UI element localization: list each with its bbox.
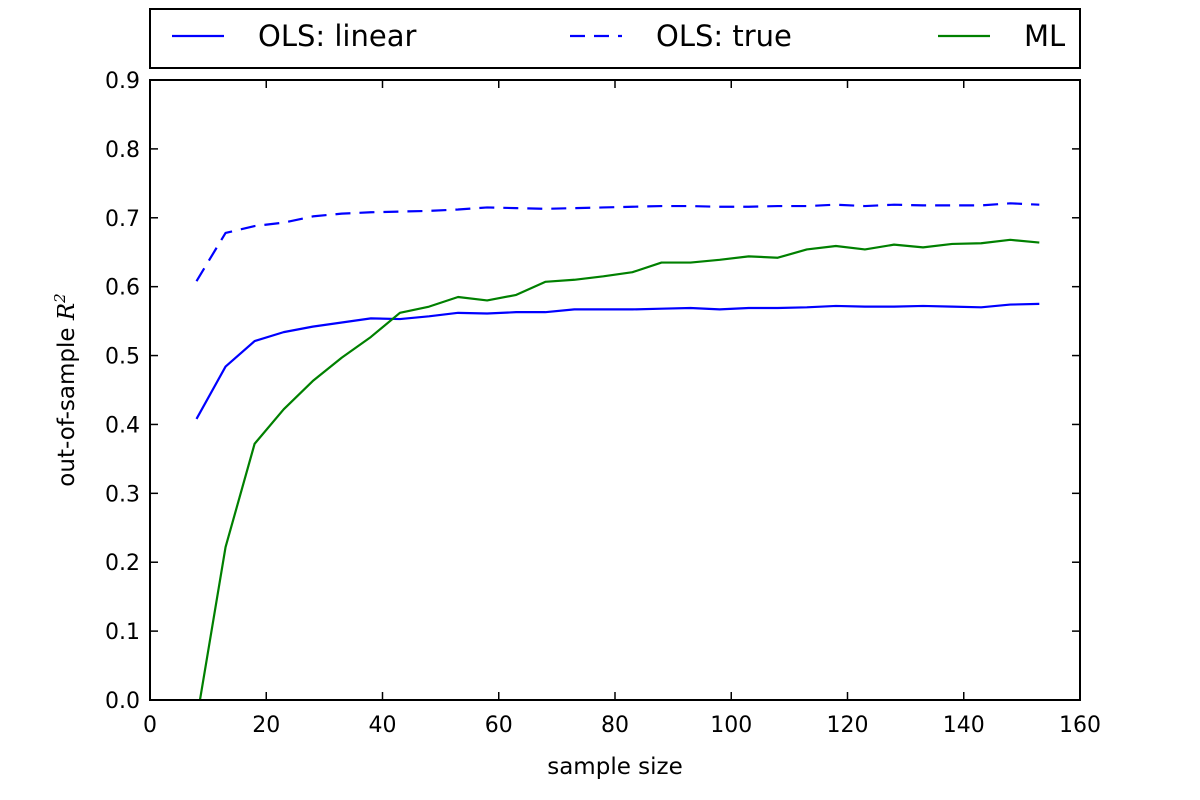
x-tick-label: 120 (827, 713, 869, 738)
x-tick-label: 100 (710, 713, 752, 738)
y-tick-label: 0.7 (105, 207, 140, 232)
x-tick-label: 60 (485, 713, 513, 738)
y-tick-label: 0.5 (105, 345, 140, 370)
series-line-ols-linear (195, 302, 1040, 420)
legend: OLS: linear OLS: true ML (149, 8, 1081, 69)
legend-label: OLS: linear (258, 19, 416, 53)
x-axis-label: sample size (547, 754, 683, 780)
legend-label: OLS: true (656, 19, 792, 53)
y-tick-label: 0.6 (105, 276, 140, 301)
y-axis-label-sup: 2 (51, 293, 69, 304)
y-tick-label: 0.8 (105, 138, 140, 163)
y-tick-label: 0.9 (105, 69, 140, 94)
x-tick-label: 40 (369, 713, 397, 738)
plot-frame (149, 79, 1081, 701)
y-axis-label: out-of-sample R2 (51, 293, 80, 486)
x-tick-label: 160 (1059, 713, 1101, 738)
plot-background (150, 80, 1080, 700)
legend-label: ML (1024, 19, 1065, 53)
x-tick-label: 0 (143, 713, 157, 738)
legend-frame (149, 8, 1081, 69)
series-line-ml (198, 238, 1040, 700)
y-tick-label: 0.4 (105, 413, 140, 438)
y-tick-label: 0.0 (105, 689, 140, 714)
y-tick-label: 0.1 (105, 620, 140, 645)
y-axis-label-var: R (54, 303, 80, 321)
y-axis-label-text: out-of-sample (54, 320, 80, 487)
x-tick-label: 80 (601, 713, 629, 738)
series-line-ols-true (195, 202, 1040, 282)
x-tick-label: 20 (252, 713, 280, 738)
y-tick-label: 0.2 (105, 551, 140, 576)
plot-area (149, 79, 1081, 701)
y-tick-label: 0.3 (105, 482, 140, 507)
x-tick-label: 140 (943, 713, 985, 738)
